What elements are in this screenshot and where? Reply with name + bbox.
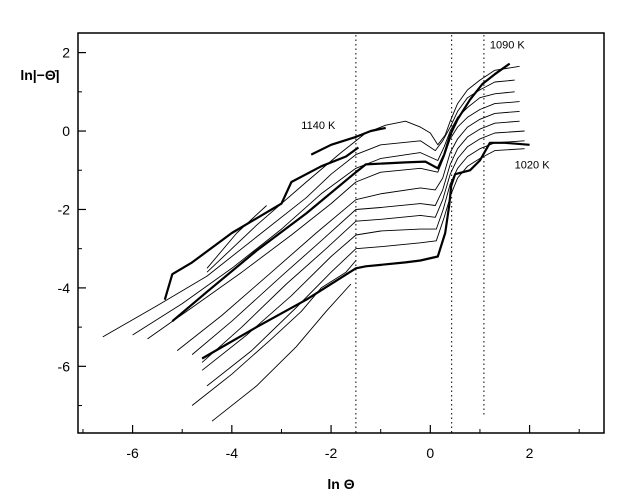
series-line-13	[201, 141, 530, 360]
x-tick-label: -2	[325, 445, 338, 461]
series-line-6	[147, 101, 520, 340]
reference-lines	[355, 35, 485, 433]
series-line-2	[310, 126, 386, 156]
series-line-4	[102, 79, 515, 338]
y-axis-label: ln|−Θ̇|	[20, 67, 59, 83]
series-line-10	[201, 130, 525, 363]
series-line-11	[201, 140, 525, 371]
ticks: -6 -4 -2 0 2 2 0 -2 -4 -6	[58, 45, 580, 461]
annotation-label: 1090 K	[490, 40, 526, 52]
series-layer	[102, 62, 530, 422]
y-tick-label: -4	[58, 280, 71, 296]
y-tick-label: 0	[62, 123, 70, 139]
annotations: 1090 K 1140 K 1020 K	[301, 40, 550, 172]
series-line-9	[191, 120, 520, 355]
annotation-label: 1140 K	[301, 120, 336, 132]
series-line-7	[171, 62, 511, 323]
annotation-label: 1020 K	[515, 159, 551, 171]
series-line-16	[206, 205, 267, 269]
series-line-12	[206, 148, 525, 387]
x-tick-label: -6	[126, 445, 139, 461]
series-line-14	[191, 260, 357, 406]
series-line-15	[211, 283, 352, 422]
series-line-3	[206, 65, 520, 273]
series-line-5	[132, 91, 515, 336]
x-tick-label: -4	[226, 445, 239, 461]
plot-frame	[77, 32, 605, 434]
series-line-1	[163, 146, 360, 301]
series-line-8	[176, 110, 520, 351]
y-tick-label: 2	[62, 45, 70, 61]
y-tick-label: -2	[58, 201, 71, 217]
x-tick-label: 2	[526, 445, 534, 461]
x-axis-label: ln Θ	[327, 476, 354, 492]
y-tick-label: -6	[58, 358, 71, 374]
x-tick-label: 0	[426, 445, 434, 461]
